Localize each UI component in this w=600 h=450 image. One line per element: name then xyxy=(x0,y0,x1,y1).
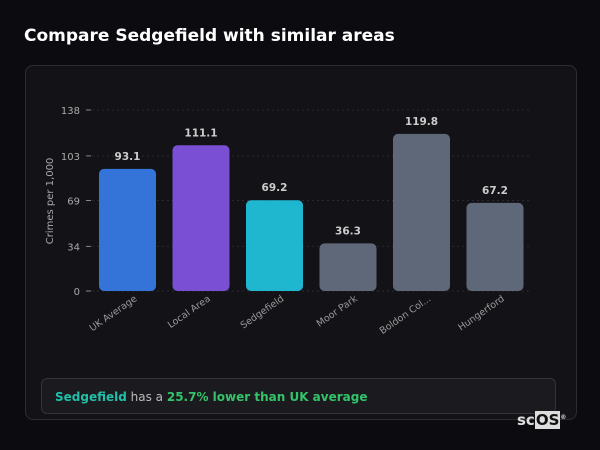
x-tick-label: Local Area xyxy=(166,293,213,330)
scos-logo: scOS® xyxy=(517,411,567,429)
x-tick-label: UK Average xyxy=(88,293,140,334)
y-tick-label: 103 xyxy=(61,152,80,163)
data-label: 93.1 xyxy=(115,151,141,163)
x-tick-label: Boldon Col... xyxy=(378,293,433,336)
x-tick-label: Hungerford xyxy=(456,293,506,333)
data-label: 36.3 xyxy=(335,225,361,237)
y-tick-label: 0 xyxy=(74,287,80,298)
bar-0 xyxy=(99,168,156,291)
bar-1 xyxy=(172,145,230,291)
data-label: 111.1 xyxy=(184,127,217,139)
summary-comparison: 25.7% lower than UK average xyxy=(166,390,368,404)
x-tick-label: Sedgefield xyxy=(239,293,286,331)
bar-3 xyxy=(319,243,377,291)
x-tick-label: Moor Park xyxy=(315,293,360,329)
summary-area: Sedgefield xyxy=(55,390,127,404)
y-tick-label: 34 xyxy=(67,242,80,253)
data-label: 67.2 xyxy=(482,185,508,197)
summary-box: Sedgefield has a 25.7% lower than UK ave… xyxy=(41,378,556,414)
summary-middle: has a xyxy=(126,390,167,404)
bar-2 xyxy=(246,200,303,291)
bar-4 xyxy=(393,133,450,291)
data-label: 69.2 xyxy=(262,182,288,194)
y-axis-label: Crimes per 1,000 xyxy=(45,158,56,245)
bar-5 xyxy=(466,202,524,291)
page-title: Compare Sedgefield with similar areas xyxy=(24,26,395,46)
y-tick-label: 69 xyxy=(67,197,80,208)
data-label: 119.8 xyxy=(405,116,438,128)
y-tick-label: 138 xyxy=(61,106,80,117)
